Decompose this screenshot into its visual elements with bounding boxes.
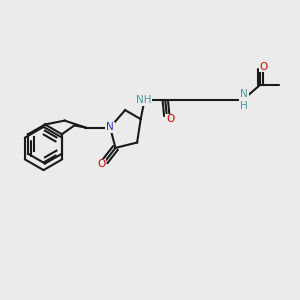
Text: NH: NH bbox=[136, 95, 152, 105]
Text: O: O bbox=[97, 159, 106, 170]
Text: N: N bbox=[106, 122, 114, 133]
Text: O: O bbox=[166, 114, 175, 124]
Text: O: O bbox=[260, 61, 268, 72]
Text: N
H: N H bbox=[240, 89, 248, 111]
